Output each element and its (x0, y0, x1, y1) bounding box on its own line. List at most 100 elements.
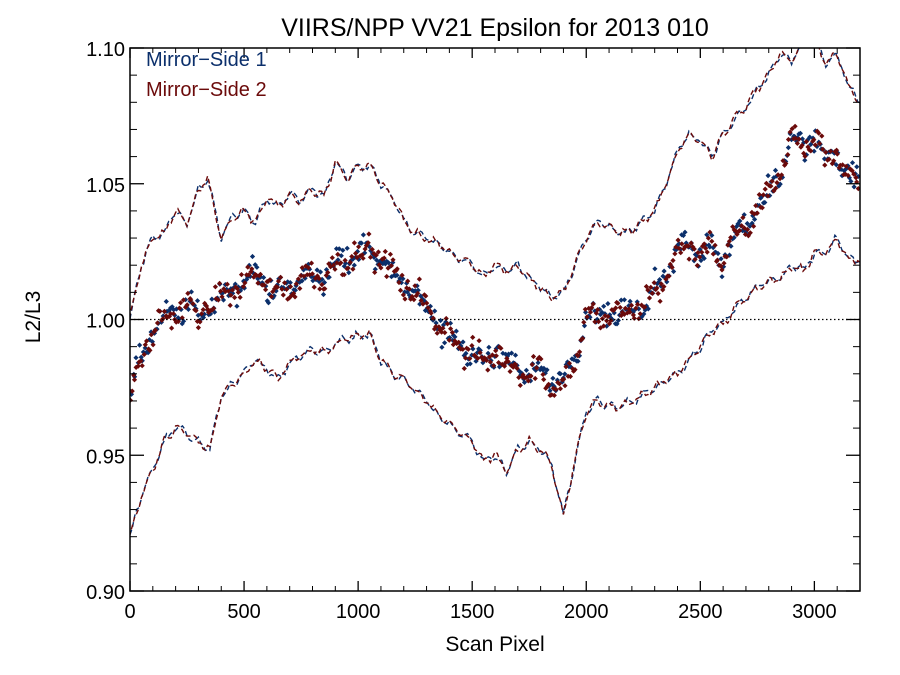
scatter-point (263, 287, 269, 293)
scatter-point (465, 346, 471, 352)
scatter-point (854, 164, 860, 170)
scatter-point (794, 140, 800, 146)
scatter-point (185, 306, 191, 312)
scatter-point (587, 309, 593, 315)
scatter-point (212, 309, 218, 315)
scatter-point (703, 245, 709, 251)
x-tick-label: 2500 (678, 601, 723, 623)
scatter-point (301, 267, 307, 273)
scatter-point (144, 338, 150, 344)
scatter-point (645, 306, 651, 312)
scatter-point (649, 290, 655, 296)
scatter-point (176, 305, 183, 311)
scatter-point (467, 356, 473, 362)
scatter-point (326, 274, 332, 280)
scatter-point (489, 352, 495, 358)
scatter-point (635, 301, 641, 307)
scatter-point (694, 262, 700, 269)
lower-envelope-series-2 (130, 238, 860, 535)
scatter-point (486, 344, 492, 350)
scatter-point (686, 256, 692, 262)
scatter-point (376, 262, 382, 268)
scatter-point (827, 148, 834, 154)
scatter-point (188, 289, 194, 295)
scatter-point (776, 183, 782, 189)
scatter-point (229, 287, 236, 293)
scatter-point (334, 260, 340, 266)
scatter-point (168, 311, 174, 317)
scatter-point (433, 320, 439, 326)
scatter-point (278, 274, 284, 280)
x-tick-label: 1000 (336, 601, 381, 623)
scatter-point (715, 250, 721, 257)
scatter-point (639, 302, 645, 308)
scatter-point (571, 368, 577, 374)
scatter-point (581, 323, 588, 329)
scatter-point (179, 315, 185, 321)
scatter-point (433, 323, 439, 330)
scatter-point (434, 330, 440, 336)
scatter-point (447, 335, 453, 341)
scatter-point (594, 316, 600, 322)
upper-envelope-series-1 (130, 48, 860, 319)
scatter-point (133, 355, 139, 361)
scatter-point (323, 272, 329, 278)
scatter-point (580, 336, 586, 342)
scatter-point (611, 307, 617, 313)
scatter-point (577, 349, 583, 355)
scatter-point (816, 130, 822, 136)
scatter-point (705, 235, 711, 241)
scatter-point (710, 251, 716, 257)
scatter-point (335, 251, 341, 257)
scatter-point (199, 311, 205, 317)
scatter-point (765, 193, 771, 199)
scatter-point (394, 272, 400, 278)
scatter-point (170, 311, 177, 317)
scatter-point (309, 271, 315, 277)
scatter-point (611, 310, 617, 316)
scatter-point (561, 376, 567, 382)
scatter-point (613, 305, 619, 311)
scatter-point (384, 273, 390, 280)
scatter-point (509, 350, 515, 356)
scatter-point (652, 266, 658, 272)
scatter-point (808, 141, 814, 147)
scatter-point (475, 355, 481, 361)
scatter-point (448, 326, 454, 332)
scatter-point (583, 309, 589, 315)
scatter-point (351, 262, 357, 268)
scatter-point (656, 279, 662, 285)
scatter-point (759, 205, 765, 211)
scatter-point (305, 261, 311, 267)
scatter-point (516, 374, 522, 381)
scatter-point (292, 287, 298, 293)
scatter-point (444, 321, 451, 327)
scatter-point (811, 148, 817, 154)
scatter-point (584, 314, 590, 320)
scatter-point (762, 186, 768, 192)
scatter-point (357, 253, 363, 259)
scatter-point (160, 316, 166, 322)
scatter-point (672, 251, 678, 257)
scatter-point (670, 257, 676, 264)
scatter-points-layer (130, 123, 860, 403)
scatter-point (234, 303, 240, 309)
scatter-point (424, 300, 430, 306)
scatter-point (268, 294, 275, 300)
scatter-point (734, 231, 740, 237)
scatter-point (553, 386, 559, 392)
scatter-point (692, 256, 698, 262)
scatter-point (208, 311, 214, 317)
scatter-point (222, 288, 228, 295)
scatter-point (237, 294, 243, 300)
scatter-point (249, 253, 256, 260)
scatter-point (688, 240, 694, 246)
scatter-point (701, 241, 707, 247)
scatter-point (275, 278, 282, 284)
scatter-point (200, 307, 206, 313)
scatter-point (233, 284, 239, 290)
scatter-series-1 (130, 128, 860, 397)
scatter-point (834, 147, 840, 153)
scatter-point (811, 137, 817, 143)
scatter-point (525, 378, 531, 384)
